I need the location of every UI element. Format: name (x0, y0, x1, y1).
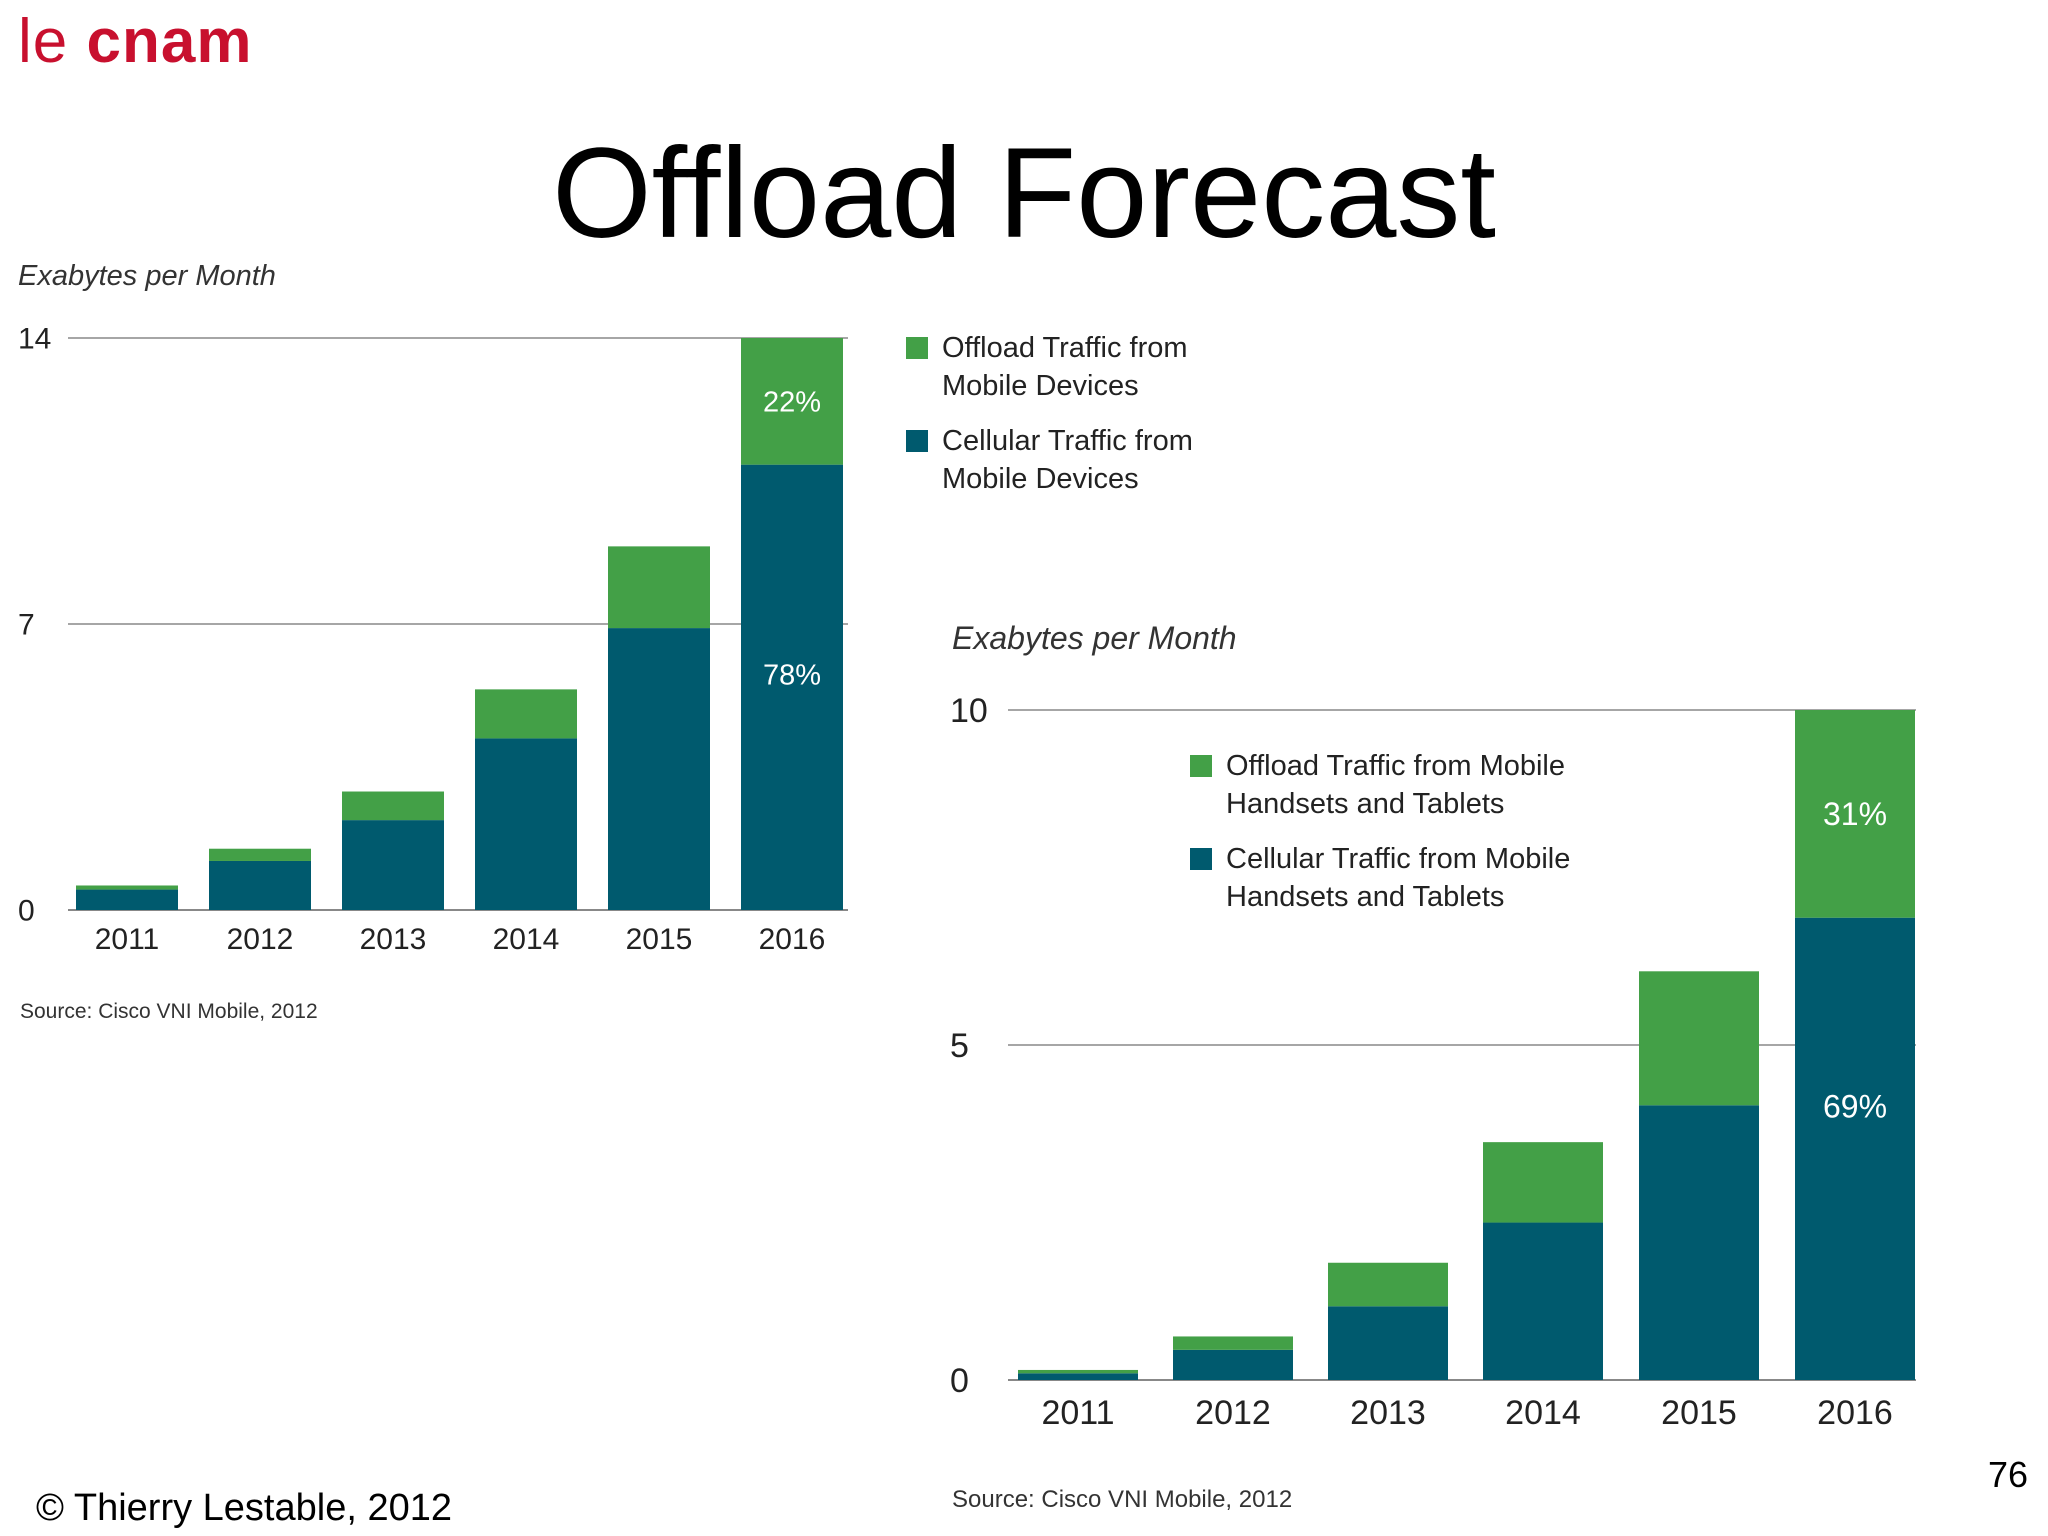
x-tick-label: 2015 (1661, 1394, 1737, 1432)
chart-source: Source: Cisco VNI Mobile, 2012 (20, 1000, 318, 1023)
bar-cellular (76, 889, 178, 910)
cellular-percent-label: 69% (1823, 1089, 1887, 1125)
bar-offload (608, 546, 710, 629)
y-tick-label: 14 (18, 323, 51, 356)
x-tick-label: 2012 (227, 923, 294, 956)
offload-percent-label: 22% (763, 386, 821, 418)
bar-offload (741, 338, 843, 465)
x-tick-label: 2014 (493, 923, 560, 956)
page-title: Offload Forecast (552, 122, 1496, 265)
offload-chart-mobile-devices: 0 7 14 2011 2012 2013 2014 2015 2016 22% 78% Exabyt… (0, 250, 900, 1050)
bar-offload (1328, 1262, 1448, 1307)
legend-item-cellular: Cellular Traffic from Mobile Devices (906, 423, 1246, 498)
bar-offload (209, 848, 311, 861)
bar-cellular (209, 860, 311, 910)
bar-cellular (741, 464, 843, 910)
bar-cellular (608, 628, 710, 910)
x-tick-label: 2014 (1505, 1394, 1581, 1432)
bar-cellular (1328, 1306, 1448, 1380)
chart2-legend: Offload Traffic from Mobile Handsets and… (1190, 748, 1610, 917)
bar-offload (342, 791, 444, 821)
x-tick-label: 2013 (1350, 1394, 1426, 1432)
offload-percent-label: 31% (1823, 796, 1887, 832)
x-tick-label: 2011 (1041, 1394, 1114, 1432)
legend-swatch (1190, 755, 1212, 777)
logo-prefix: le (18, 7, 87, 76)
bar-cellular (1483, 1222, 1603, 1380)
bar-offload (1173, 1336, 1293, 1350)
legend-item-offload: Offload Traffic from Mobile Devices (906, 330, 1246, 405)
y-tick-label: 7 (18, 609, 35, 642)
slide-number: 76 (1987, 1454, 2028, 1495)
legend-item-offload: Offload Traffic from Mobile Handsets and… (1190, 748, 1610, 823)
legend-item-cellular: Cellular Traffic from Mobile Handsets an… (1190, 841, 1610, 916)
legend-label: Offload Traffic from Mobile Handsets and… (1226, 750, 1566, 820)
y-tick-label: 0 (18, 895, 35, 928)
bar-cellular (1173, 1349, 1293, 1380)
bar-cellular (1795, 917, 1915, 1380)
x-tick-label: 2016 (1817, 1394, 1893, 1432)
legend-label: Cellular Traffic from Mobile Devices (942, 425, 1193, 496)
y-tick-label: 5 (950, 1027, 969, 1065)
bar-offload (1483, 1142, 1603, 1223)
chart1-legend: Offload Traffic from Mobile Devices Cellu… (906, 330, 1246, 499)
bar-cellular (342, 820, 444, 910)
y-axis-title: Exabytes per Month (952, 620, 1237, 656)
bar-offload (1639, 971, 1759, 1106)
y-axis-title: Exabytes per Month (18, 260, 276, 292)
cellular-percent-label: 78% (763, 660, 821, 692)
chart2-svg: 0 5 10 2011 2012 2013 2014 2015 2016 31% 69% (950, 692, 1916, 1432)
legend-swatch (1190, 848, 1212, 871)
x-tick-label: 2011 (95, 923, 160, 956)
y-tick-label: 10 (950, 692, 988, 730)
legend-swatch (906, 430, 928, 453)
legend-swatch (906, 337, 928, 359)
chart-source: Source: Cisco VNI Mobile, 2012 (952, 1486, 1293, 1513)
offload-chart-handsets-tablets: 0 5 10 2011 2012 2013 2014 2015 2016 31% 69% Exabyt… (930, 600, 1930, 1520)
y-tick-label: 0 (950, 1362, 969, 1400)
bar-offload (76, 885, 178, 890)
bar-offload (1795, 710, 1915, 918)
bar-cellular (1639, 1105, 1759, 1380)
legend-label: Offload Traffic from Mobile Devices (942, 332, 1188, 402)
logo-brand: cnam (86, 7, 253, 76)
bar-offload (1018, 1369, 1138, 1374)
bar-offload (475, 689, 577, 739)
chart1-svg: 0 7 14 2011 2012 2013 2014 2015 2016 22% 78% (18, 323, 848, 956)
x-tick-label: 2012 (1195, 1394, 1271, 1432)
legend-label: Cellular Traffic from Mobile Handsets an… (1226, 843, 1571, 914)
x-tick-label: 2013 (360, 923, 427, 956)
cnam-logo: le cnam (18, 6, 252, 77)
bar-cellular (475, 738, 577, 910)
x-tick-label: 2016 (759, 923, 826, 956)
x-tick-label: 2015 (626, 923, 693, 956)
copyright-footer: © Thierry Lestable, 2012 (36, 1487, 452, 1529)
bar-cellular (1018, 1373, 1138, 1380)
